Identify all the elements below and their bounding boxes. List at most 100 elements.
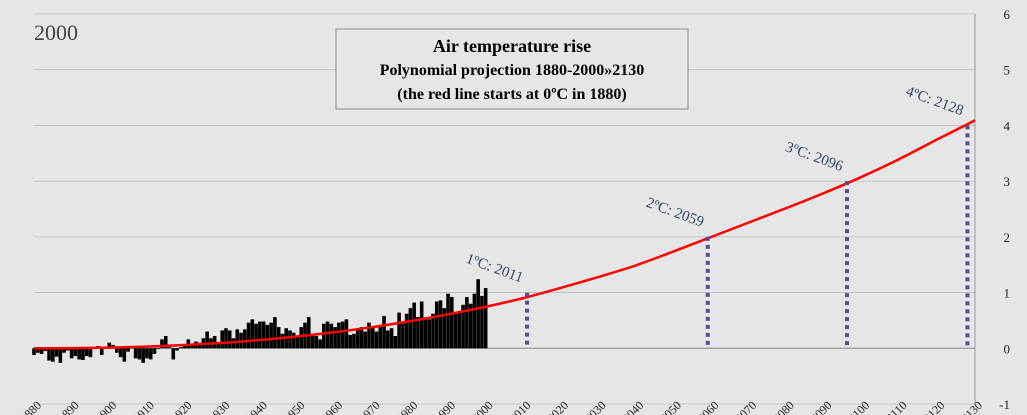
bar-1926 — [205, 331, 209, 349]
y-tick-4: 4 — [1004, 118, 1011, 133]
bar-1903 — [118, 348, 123, 358]
bar-1981 — [412, 302, 416, 349]
bar-1915 — [163, 336, 168, 349]
y-tick-3: 3 — [1004, 174, 1011, 189]
bar-1913 — [156, 348, 160, 350]
y-tick-6: 6 — [1004, 7, 1011, 22]
bar-1980 — [408, 308, 413, 349]
y-tick--1: -1 — [999, 397, 1010, 412]
bar-1916 — [167, 347, 172, 349]
bar-1895 — [88, 348, 93, 358]
bar-1938 — [250, 319, 255, 349]
bar-1932 — [227, 330, 232, 349]
bar-1898 — [99, 348, 104, 355]
bar-2000 — [483, 288, 488, 349]
y-tick-1: 1 — [1004, 286, 1011, 301]
bar-1943 — [269, 322, 273, 349]
bar-1978 — [401, 321, 405, 349]
bar-1965 — [352, 333, 356, 349]
bar-1909 — [141, 348, 145, 363]
bar-1886 — [54, 348, 59, 357]
bar-1953 — [306, 317, 311, 349]
bar-1920 — [182, 344, 187, 349]
bar-1959 — [329, 323, 334, 349]
bar-1970 — [370, 327, 375, 349]
bar-1914 — [160, 339, 164, 349]
chart-subtitle: Polynomial projection 1880-2000»2130 — [380, 62, 645, 79]
bar-1936 — [242, 329, 247, 349]
chart-title: Air temperature rise — [433, 36, 591, 56]
bar-1883 — [43, 348, 48, 352]
bar-1964 — [348, 334, 352, 349]
bar-1990 — [446, 293, 450, 349]
bar-1994 — [461, 304, 465, 349]
bar-1888 — [62, 348, 66, 353]
bar-1988 — [438, 300, 443, 349]
bar-1942 — [265, 324, 270, 349]
y-tick-0: 0 — [1004, 341, 1011, 356]
bar-1998 — [476, 279, 480, 349]
bar-1968 — [363, 331, 368, 349]
bar-1934 — [235, 329, 240, 349]
bar-1961 — [337, 322, 341, 349]
year-label: 2000 — [34, 20, 78, 45]
bar-1912 — [152, 348, 157, 354]
bar-1974 — [386, 330, 390, 349]
y-tick-2: 2 — [1004, 230, 1011, 245]
bar-1996 — [468, 303, 473, 349]
bar-1922 — [190, 343, 194, 349]
bar-1885 — [51, 348, 55, 362]
bar-1954 — [310, 333, 315, 349]
bar-1887 — [58, 348, 63, 363]
bar-1940 — [258, 321, 262, 349]
bar-1995 — [465, 297, 469, 349]
bar-1997 — [472, 293, 477, 349]
bar-1892 — [77, 348, 81, 360]
bar-1971 — [374, 331, 379, 349]
bar-1937 — [246, 322, 251, 349]
bar-1986 — [431, 313, 435, 349]
bar-1900 — [107, 342, 112, 349]
bar-1991 — [450, 297, 454, 349]
y-axis-ticks: -1 0 1 2 3 4 5 6 — [999, 7, 1010, 412]
bar-1890 — [69, 348, 74, 359]
bar-1880 — [32, 348, 36, 355]
bar-1966 — [355, 328, 360, 349]
bar-1907 — [133, 348, 138, 359]
bar-1941 — [261, 321, 266, 349]
bar-1956 — [318, 339, 322, 349]
bar-1977 — [397, 312, 401, 349]
bar-1984 — [423, 319, 428, 349]
title-box-frame — [335, 28, 689, 110]
bar-1982 — [416, 317, 420, 349]
chart-note: (the red line starts at 0ºC in 1880) — [397, 86, 626, 103]
bar-1985 — [427, 319, 432, 349]
bar-1976 — [393, 336, 398, 349]
bar-1902 — [115, 348, 119, 353]
bar-1910 — [145, 348, 149, 359]
bar-1893 — [81, 348, 85, 360]
y-tick-5: 5 — [1004, 63, 1011, 78]
bar-1931 — [224, 328, 228, 349]
bar-1917 — [171, 348, 176, 360]
bar-1967 — [359, 327, 364, 349]
bar-1972 — [378, 326, 383, 349]
bar-1930 — [220, 330, 224, 349]
bar-1911 — [148, 348, 153, 360]
bar-1979 — [404, 313, 409, 349]
bar-1924 — [197, 342, 202, 349]
bar-1882 — [39, 348, 44, 354]
bar-1944 — [273, 317, 277, 349]
bar-1908 — [137, 348, 142, 360]
bar-1992 — [453, 313, 458, 349]
bar-1975 — [389, 328, 394, 349]
bar-1987 — [434, 301, 439, 349]
trend-line — [33, 119, 976, 350]
bar-1881 — [35, 348, 40, 353]
bar-1919 — [179, 347, 183, 349]
bar-1949 — [291, 332, 296, 349]
bar-1950 — [295, 337, 300, 349]
bar-1946 — [280, 333, 285, 349]
bar-1963 — [344, 319, 349, 349]
